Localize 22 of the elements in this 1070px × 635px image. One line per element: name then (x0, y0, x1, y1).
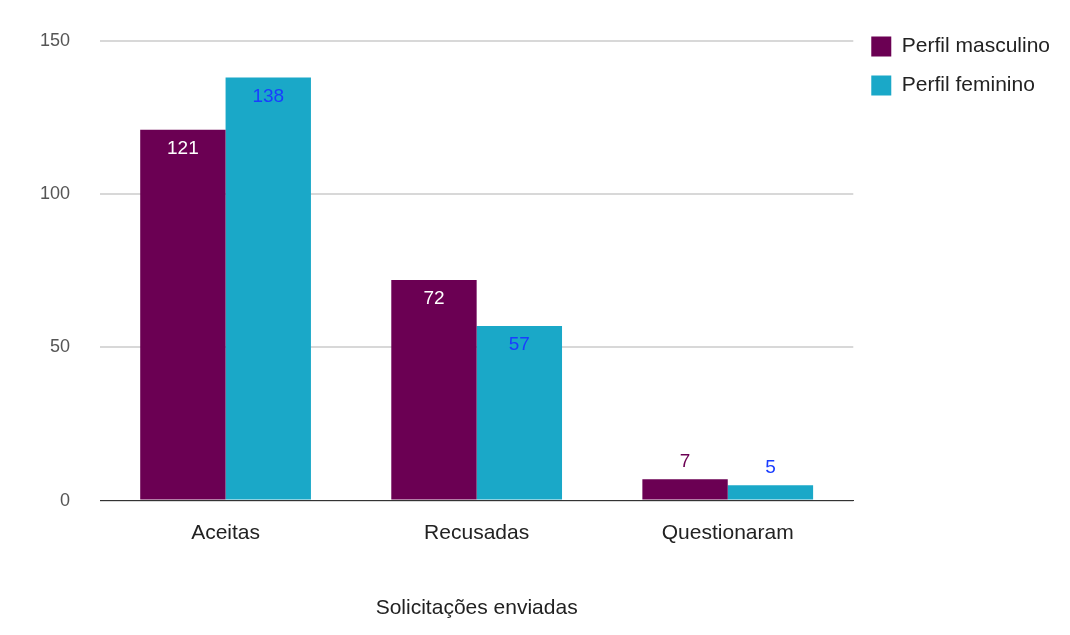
y-tick-label: 150 (39, 29, 71, 50)
x-tick-label: Aceitas (191, 520, 261, 543)
y-tick-label: 100 (39, 183, 71, 204)
data-label: 138 (252, 84, 285, 106)
x-tick-label: Recusadas (424, 520, 530, 543)
data-label: 5 (765, 456, 776, 478)
y-tick-label: 0 (60, 489, 71, 510)
x-axis-title: Solicitações enviadas (375, 595, 578, 619)
legend-label: Perfil feminino (901, 72, 1035, 96)
bar (391, 279, 477, 500)
data-label: 57 (508, 332, 530, 354)
data-label: 7 (679, 450, 691, 472)
bar (140, 129, 226, 500)
bar (476, 325, 563, 500)
y-tick-label: 50 (50, 336, 71, 357)
bar (642, 479, 728, 500)
data-label: 72 (423, 286, 445, 308)
x-tick-label: Questionaram (661, 520, 794, 543)
legend-label: Perfil masculino (901, 33, 1051, 57)
bar (727, 485, 814, 500)
bar (225, 77, 311, 500)
data-label: 121 (167, 136, 199, 158)
